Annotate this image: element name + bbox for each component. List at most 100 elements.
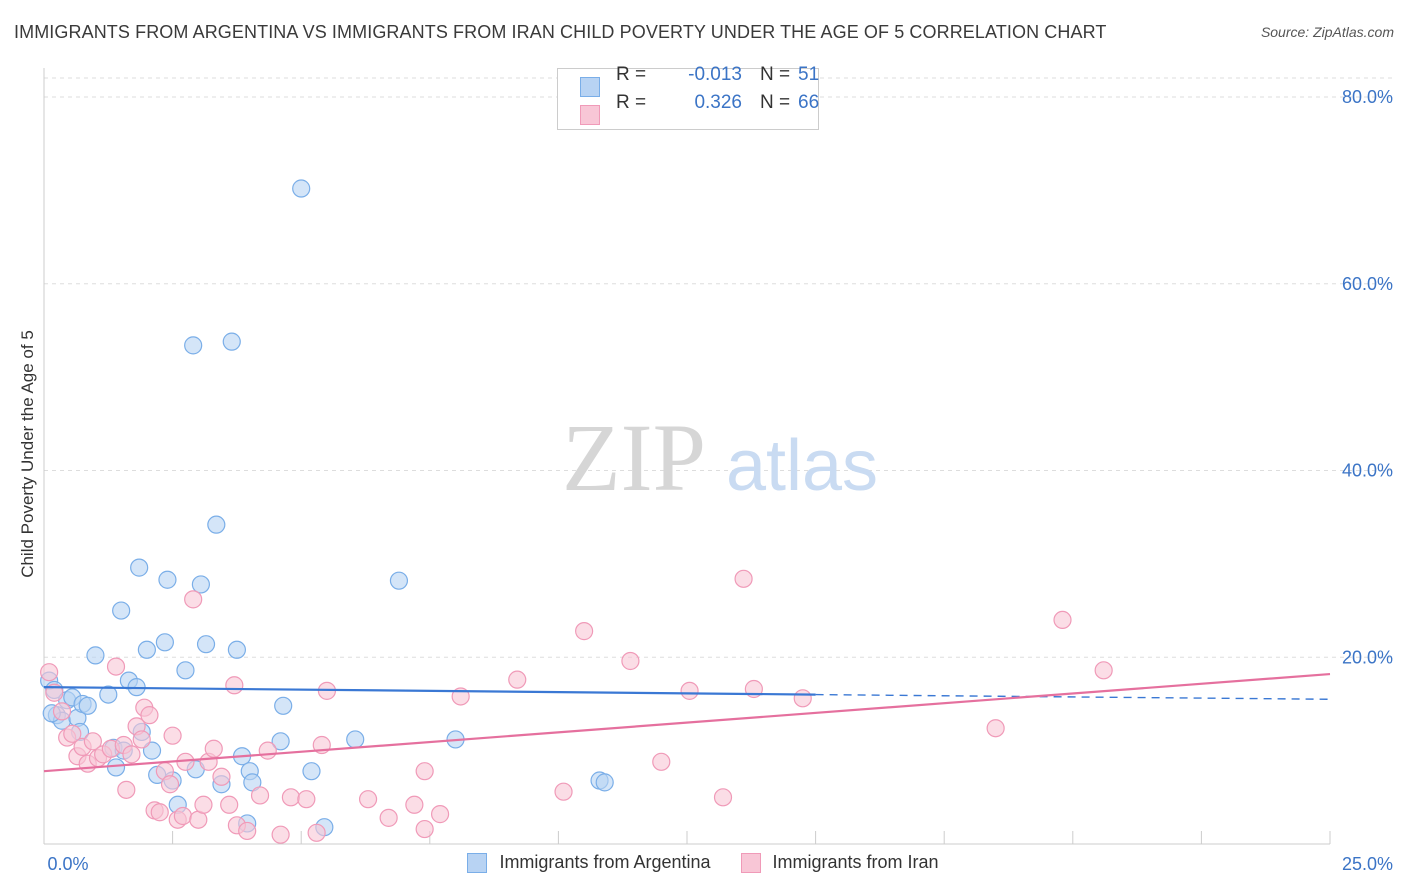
iran-point <box>986 719 1005 738</box>
iran-point <box>271 825 290 844</box>
chart-title: IMMIGRANTS FROM ARGENTINA VS IMMIGRANTS … <box>14 22 1107 42</box>
argentina-point <box>155 633 174 652</box>
argentina-point <box>271 732 290 751</box>
iran-point <box>281 788 301 807</box>
argentina-r-value: -0.013 <box>688 64 742 85</box>
iran-point <box>415 762 434 781</box>
chart-source: Source: ZipAtlas.com <box>1260 24 1394 40</box>
watermark-zip: ZIP <box>562 404 706 511</box>
iran-point <box>508 670 527 689</box>
iran-point <box>225 676 244 695</box>
iran-point <box>132 730 151 749</box>
argentina-point <box>112 601 131 620</box>
iran-point <box>430 805 450 824</box>
iran-point <box>793 689 812 708</box>
argentina-n-label: N = <box>760 64 791 85</box>
iran-point <box>220 795 239 814</box>
iran-point <box>117 780 136 799</box>
argentina-point <box>595 773 614 792</box>
x-tick-label: 0.0% <box>47 854 88 874</box>
x-tick-label: 25.0% <box>1342 854 1393 874</box>
iran-point <box>554 782 573 801</box>
argentina-point <box>176 661 195 680</box>
argentina-swatch <box>580 77 600 97</box>
iran-point <box>83 732 102 751</box>
argentina-point <box>302 762 321 781</box>
y-tick-label: 20.0% <box>1342 647 1393 667</box>
tick-label-layer: 20.0% 40.0% 60.0% 80.0% 0.0% 25.0% <box>47 87 1393 874</box>
y-tick-label: 60.0% <box>1342 274 1393 294</box>
iran-point <box>621 651 640 671</box>
iran-point <box>652 752 671 771</box>
argentina-point <box>222 332 241 351</box>
iran-point <box>734 569 753 588</box>
iran-point <box>63 724 82 743</box>
iran-point <box>713 788 733 807</box>
iran-trend-line <box>43 672 1331 773</box>
iran-point <box>40 663 59 682</box>
legend-item-argentina[interactable]: Immigrants from Argentina <box>467 852 711 873</box>
watermark-atlas: atlas <box>726 426 878 506</box>
iran-n-label: N = <box>760 92 791 113</box>
y-tick-label: 40.0% <box>1342 461 1393 481</box>
argentina-point <box>158 570 177 589</box>
argentina-trend-extension <box>815 693 1331 700</box>
iran-point <box>140 706 159 725</box>
argentina-point <box>86 646 105 665</box>
argentina-point <box>292 179 311 198</box>
iran-point <box>150 803 169 822</box>
argentina-point <box>389 571 409 590</box>
iran-point <box>122 745 141 764</box>
bottom-legend: Immigrants from Argentina Immigrants fro… <box>0 852 1406 873</box>
argentina-point <box>196 635 216 654</box>
iran-point <box>379 808 398 827</box>
legend-item-iran[interactable]: Immigrants from Iran <box>740 852 939 873</box>
argentina-point <box>106 758 126 777</box>
argentina-point <box>191 575 210 594</box>
iran-point <box>258 741 277 760</box>
points-layer <box>40 179 1113 844</box>
argentina-point <box>346 730 365 749</box>
grid-layer <box>44 77 1392 658</box>
argentina-point <box>184 336 203 355</box>
iran-point <box>194 795 213 814</box>
iran-point <box>106 657 126 676</box>
iran-point <box>212 767 231 786</box>
stats-legend-box: R = -0.013 N = 51 R = 0.326 N = 66 <box>557 64 820 130</box>
argentina-trend-line <box>43 686 816 696</box>
iran-point <box>45 683 64 702</box>
iran-n-value: 66 <box>798 92 820 113</box>
iran-point <box>358 790 378 809</box>
legend-swatch-argentina <box>467 852 488 873</box>
argentina-n-value: 51 <box>798 64 820 85</box>
argentina-point <box>99 685 118 704</box>
legend-label-iran: Immigrants from Iran <box>772 852 939 872</box>
iran-point <box>575 622 594 641</box>
iran-point <box>184 590 203 609</box>
iran-point <box>1094 661 1113 680</box>
y-tick-label: 80.0% <box>1342 87 1393 107</box>
iran-point <box>173 806 192 826</box>
legend-label-argentina: Immigrants from Argentina <box>499 852 711 872</box>
iran-point <box>307 823 326 842</box>
iran-r-value: 0.326 <box>694 92 742 113</box>
argentina-point <box>207 515 226 534</box>
iran-point <box>250 786 270 805</box>
argentina-point <box>78 696 97 715</box>
iran-point <box>680 681 699 700</box>
iran-point <box>405 795 424 814</box>
iran-point <box>1053 610 1072 630</box>
argentina-r-label: R = <box>616 64 647 85</box>
iran-point <box>204 739 223 758</box>
argentina-point <box>142 741 162 760</box>
iran-swatch <box>580 105 600 125</box>
watermark: ZIP atlas <box>562 404 878 511</box>
argentina-point <box>227 640 246 659</box>
argentina-point <box>137 640 156 659</box>
iran-r-label: R = <box>616 92 647 113</box>
iran-point <box>160 775 180 794</box>
iran-point <box>415 819 434 839</box>
argentina-point <box>274 696 293 715</box>
iran-point <box>52 702 72 721</box>
